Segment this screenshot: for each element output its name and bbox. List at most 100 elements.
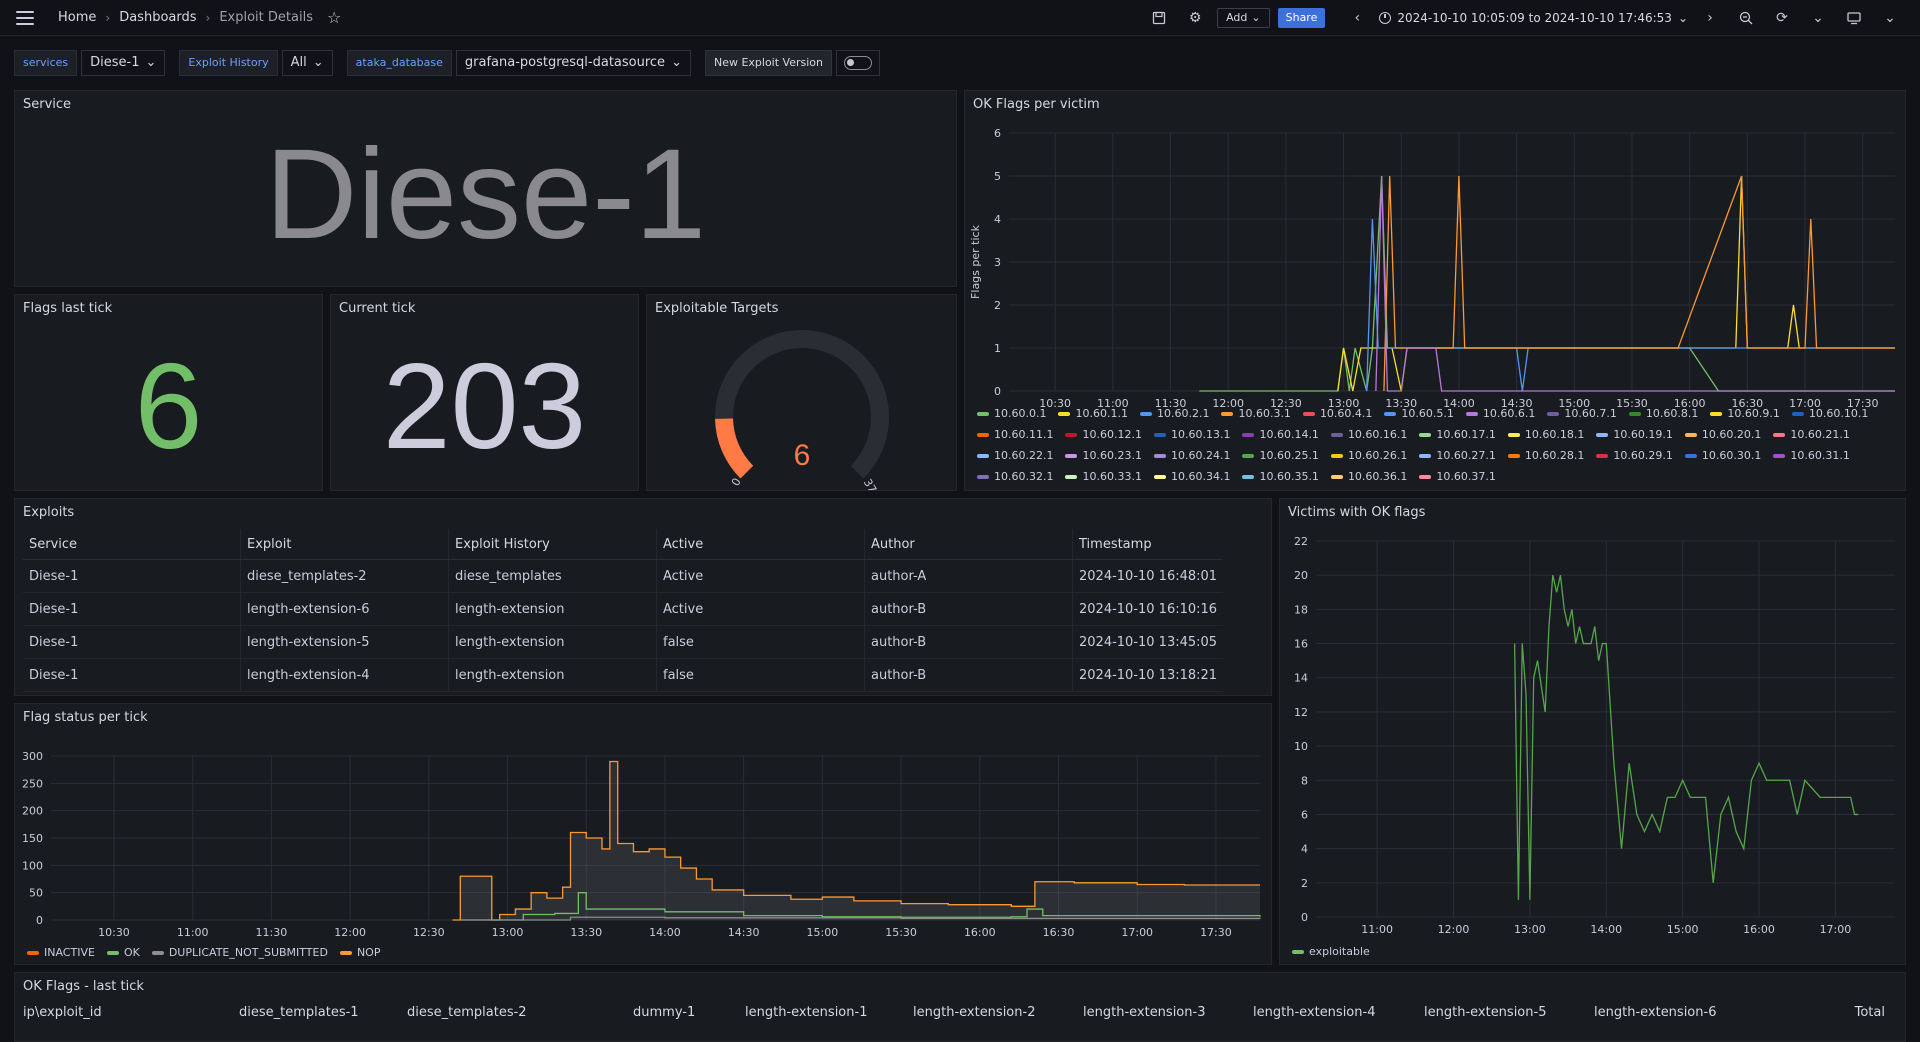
new-exploit-version-toggle[interactable] [836,50,881,76]
database-variable-select[interactable]: grafana-postgresql-datasource ⌄ [455,50,691,76]
legend-label: 10.60.29.1 [1613,449,1673,462]
legend-item[interactable]: 10.60.25.1 [1242,445,1319,466]
victim-legend: 10.60.0.1 10.60.1.1 10.60.2.1 10.60.3.1 10.6… [977,403,1897,487]
legend-item[interactable]: 10.60.34.1 [1153,466,1231,487]
chevron-right-icon[interactable]: › [1707,9,1713,26]
legend-item[interactable]: 10.60.2.1 [1139,403,1209,424]
victims-chart: 0 2 4 6 8 10 12 14 16 18 20 22 11:00 12:00 13:00 14:00 1… [1294,535,1895,936]
legend-item[interactable]: INACTIVE [27,942,95,963]
x-tick-label: 14:30 [728,926,760,939]
series-area [452,761,1260,920]
legend-item[interactable]: DUPLICATE_NOT_SUBMITTED [151,942,328,963]
legend-item[interactable]: 10.60.1.1 [1058,403,1128,424]
legend-item[interactable]: 10.60.32.1 [977,466,1053,487]
breadcrumb-home[interactable]: Home [58,10,97,25]
legend-item[interactable]: OK [106,942,140,963]
grid-lines [1009,132,1895,392]
legend-item[interactable]: 10.60.0.1 [977,403,1046,424]
legend-item[interactable]: 10.60.19.1 [1596,424,1673,445]
chevron-down-icon[interactable]: ⌄ [1812,9,1824,26]
chevron-right-icon: › [205,10,211,25]
legend-item[interactable]: 10.60.29.1 [1596,445,1673,466]
legend-item[interactable]: 10.60.7.1 [1547,403,1617,424]
legend-item[interactable]: 10.60.22.1 [977,445,1053,466]
legend-item[interactable]: 10.60.21.1 [1773,424,1850,445]
tv-mode-icon[interactable] [1840,6,1868,30]
legend-item[interactable]: 10.60.11.1 [977,424,1053,445]
legend-item[interactable]: NOP [339,942,380,963]
column-header[interactable]: Exploit History [448,529,657,560]
legend-item[interactable]: 10.60.14.1 [1242,424,1319,445]
legend-swatch [1684,432,1697,437]
legend-item[interactable]: 10.60.4.1 [1302,403,1372,424]
history-variable-select[interactable]: All ⌄ [281,50,333,76]
legend-item[interactable]: 10.60.6.1 [1465,403,1535,424]
legend-item[interactable]: 10.60.16.1 [1330,424,1407,445]
column-header[interactable]: dummy-1 [633,1005,696,1020]
table-cell: length-extension [448,625,657,659]
legend-item[interactable]: 10.60.9.1 [1710,403,1780,424]
legend-swatch [1596,432,1609,437]
legend-item[interactable]: 10.60.33.1 [1065,466,1142,487]
menu-icon[interactable] [16,10,34,25]
column-header[interactable]: length-extension-3 [1083,1005,1206,1020]
legend-item[interactable]: exploitable [1292,941,1370,962]
column-header[interactable]: Author [864,529,1073,560]
legend-item[interactable]: 10.60.20.1 [1684,424,1761,445]
legend-item[interactable]: 10.60.10.1 [1791,403,1868,424]
legend-item[interactable]: 10.60.37.1 [1419,466,1496,487]
database-value: grafana-postgresql-datasource [464,55,666,70]
legend-item[interactable]: 10.60.12.1 [1065,424,1142,445]
legend-item[interactable]: 10.60.23.1 [1065,445,1142,466]
chevron-left-icon[interactable]: ‹ [1354,9,1361,26]
column-header[interactable]: length-extension-6 [1594,1005,1717,1020]
column-header[interactable]: ip\exploit_id [23,1005,102,1020]
refresh-icon[interactable]: ⟳ [1776,9,1788,26]
breadcrumb-dashboards[interactable]: Dashboards [119,10,197,25]
legend-item[interactable]: 10.60.30.1 [1684,445,1761,466]
legend-label: 10.60.12.1 [1082,428,1142,441]
table-cell: 2024-10-10 13:45:05 [1072,625,1224,659]
legend-item[interactable]: 10.60.35.1 [1242,466,1319,487]
legend-item[interactable]: 10.60.5.1 [1384,403,1454,424]
legend-label: 10.60.3.1 [1238,407,1291,420]
panel-title: Flag status per tick [23,710,148,725]
x-tick-label: 16:00 [964,926,996,939]
share-button[interactable]: Share [1277,7,1326,28]
legend-item[interactable]: 10.60.26.1 [1330,445,1407,466]
column-header[interactable]: Service [23,529,241,560]
column-header[interactable]: length-extension-2 [913,1005,1036,1020]
column-header[interactable]: length-extension-5 [1424,1005,1547,1020]
x-tick-label: 17:00 [1121,926,1153,939]
legend-item[interactable]: 10.60.17.1 [1419,424,1496,445]
legend-item[interactable]: 10.60.8.1 [1628,403,1698,424]
legend-item[interactable]: 10.60.27.1 [1419,445,1496,466]
legend-item[interactable]: 10.60.31.1 [1773,445,1850,466]
series-line [1383,175,1895,392]
legend-item[interactable]: 10.60.36.1 [1330,466,1407,487]
column-header[interactable]: length-extension-1 [745,1005,868,1020]
services-variable-select[interactable]: Diese-1 ⌄ [81,50,166,76]
column-header[interactable]: length-extension-4 [1253,1005,1376,1020]
legend-label: 10.60.34.1 [1170,470,1231,483]
column-header[interactable]: diese_templates-2 [407,1005,527,1020]
zoom-out-icon[interactable] [1732,6,1760,30]
time-range-picker[interactable]: 2024-10-10 10:05:09 to 2024-10-10 17:46:… [1379,11,1688,25]
star-icon[interactable]: ☆ [326,8,342,27]
save-icon[interactable] [1145,6,1173,30]
column-header[interactable]: Active [656,529,865,560]
column-header[interactable]: diese_templates-1 [239,1005,359,1020]
column-header[interactable]: Total [1854,1005,1885,1020]
legend-item[interactable]: 10.60.3.1 [1221,403,1291,424]
legend-item[interactable]: 10.60.28.1 [1507,445,1584,466]
table-cell: diese_templates-2 [240,559,449,593]
legend-item[interactable]: 10.60.24.1 [1153,445,1230,466]
gear-icon[interactable]: ⚙ [1188,9,1202,26]
add-button[interactable]: Add ⌄ [1217,7,1270,28]
y-tick-label: 100 [22,859,43,872]
column-header[interactable]: Exploit [240,529,449,560]
legend-item[interactable]: 10.60.13.1 [1153,424,1230,445]
chevron-down-icon[interactable]: ⌄ [1884,9,1896,26]
column-header[interactable]: Timestamp [1072,529,1224,560]
legend-item[interactable]: 10.60.18.1 [1507,424,1584,445]
